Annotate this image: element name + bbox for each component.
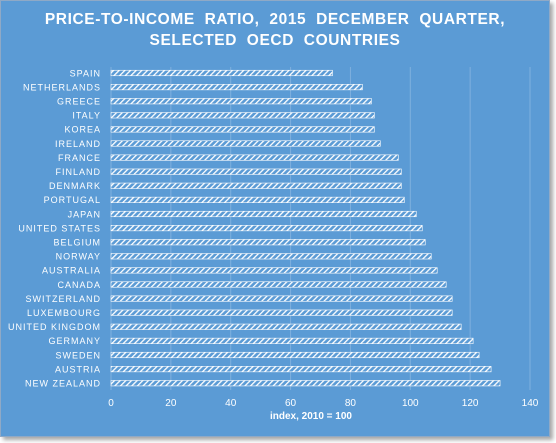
category-label: NETHERLANDS: [23, 82, 101, 92]
chart-title-line-1: PRICE-TO-INCOME RATIO, 2015 DECEMBER QUA…: [44, 11, 506, 28]
x-tick-labels: 0 20 40 60 80 100 120 140: [108, 398, 539, 409]
category-label: BELGIUM: [53, 238, 101, 248]
bar-norway: [110, 253, 432, 260]
category-label: SPAIN: [70, 68, 101, 78]
category-label: UNITED STATES: [18, 223, 101, 233]
category-label: GERMANY: [48, 336, 101, 346]
bar-spain: [110, 69, 333, 77]
bar-finland: [110, 168, 402, 175]
bar-chart: SPAIN NETHERLANDS GREECE ITALY KOREA IRELAND F…: [8, 67, 539, 409]
category-label: NORWAY: [56, 252, 101, 262]
x-tick-label: 60: [285, 398, 297, 409]
bar-canada: [110, 281, 447, 288]
category-labels: SPAIN NETHERLANDS GREECE ITALY KOREA IRELAND F…: [8, 68, 101, 389]
bar-netherlands: [110, 84, 363, 91]
x-axis-label: index, 2010 = 100: [269, 411, 352, 422]
category-label: PORTUGAL: [44, 195, 101, 205]
bar-greece: [110, 98, 372, 105]
x-tick-label: 100: [402, 398, 419, 409]
bar-germany: [110, 337, 474, 344]
bar-new-zealand: [110, 380, 501, 387]
bar-australia: [110, 267, 438, 274]
bar-france: [110, 154, 399, 161]
x-tick-label: 0: [108, 398, 114, 409]
chart-frame: PRICE-TO-INCOME RATIO, 2015 DECEMBER QUA…: [0, 0, 550, 437]
category-label: JAPAN: [68, 209, 101, 219]
category-label: KOREA: [64, 125, 101, 135]
x-tick-label: 80: [345, 398, 357, 409]
chart-title: PRICE-TO-INCOME RATIO, 2015 DECEMBER QUA…: [1, 9, 549, 51]
category-label: ITALY: [72, 111, 101, 121]
category-label: SWITZERLAND: [25, 294, 101, 304]
category-label: FINLAND: [55, 167, 101, 177]
x-tick-label: 140: [522, 398, 539, 409]
bar-portugal: [110, 196, 405, 203]
category-label: FRANCE: [58, 153, 101, 163]
bar-japan: [110, 210, 417, 218]
category-label: UNITED KINGDOM: [8, 322, 101, 332]
category-label: AUSTRALIA: [42, 266, 101, 276]
x-tick-label: 120: [462, 398, 479, 409]
bar-luxembourg: [110, 309, 453, 316]
category-label: SWEDEN: [55, 350, 101, 360]
category-label: GREECE: [57, 97, 101, 107]
bar-switzerland: [110, 295, 453, 302]
category-label: DENMARK: [49, 181, 101, 191]
bar-united-states: [110, 225, 423, 232]
category-label: IRELAND: [55, 139, 101, 149]
chart-title-line-2: SELECTED OECD COUNTRIES: [149, 32, 401, 49]
category-label: NEW ZEALAND: [25, 379, 101, 389]
bar-korea: [110, 126, 375, 133]
x-tick-label: 20: [165, 398, 177, 409]
bars: [110, 69, 501, 387]
bar-ireland: [110, 140, 381, 147]
bar-united-kingdom: [110, 323, 462, 330]
bar-sweden: [110, 351, 480, 359]
bar-denmark: [110, 182, 402, 189]
x-tick-label: 40: [225, 398, 237, 409]
category-label: AUSTRIA: [55, 364, 101, 374]
bar-austria: [110, 366, 492, 373]
bar-belgium: [110, 239, 426, 246]
category-label: LUXEMBOURG: [27, 308, 101, 318]
bar-italy: [110, 112, 375, 119]
category-label: CANADA: [57, 280, 101, 290]
